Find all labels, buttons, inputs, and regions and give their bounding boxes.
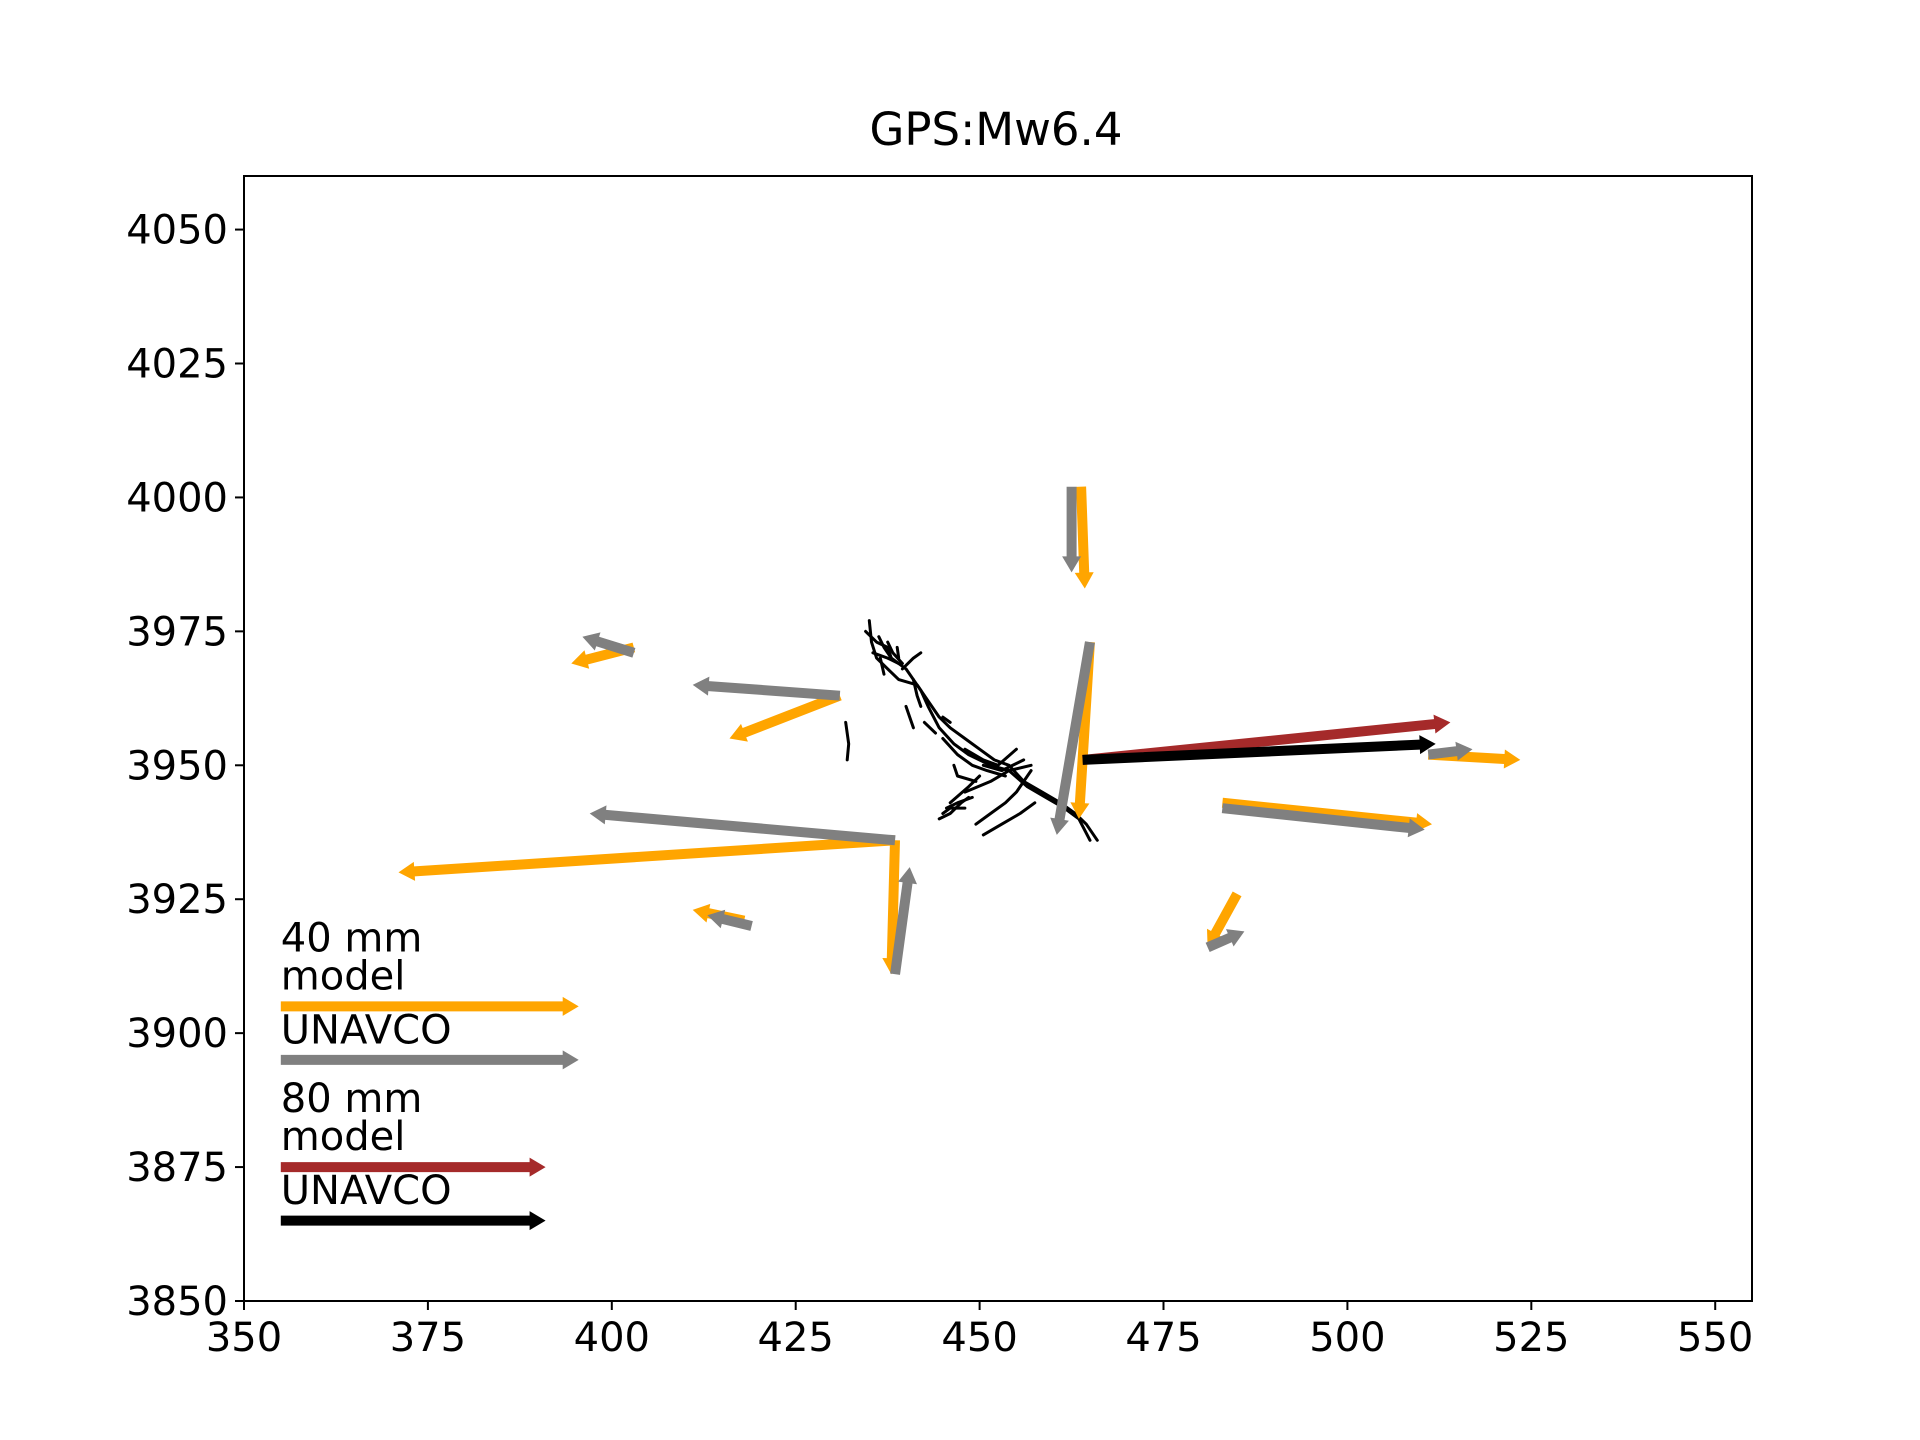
fault-trace [941,715,952,724]
fault-trace [981,801,1037,837]
unavco-arrow [582,632,636,658]
axes: 350 375 400 425 450 475 500 525 550 3850 3875 3900 3… [126,175,1753,1361]
x-tick-label: 500 [1309,1315,1385,1361]
unavco-80mm-arrow [1082,735,1436,765]
x-tick-label: 350 [206,1315,282,1361]
unavco-arrow [1062,486,1082,573]
fault-trace [904,704,915,730]
fault-trace [941,737,1007,778]
fault-trace [963,747,1018,767]
x-tick-label: 450 [941,1315,1017,1361]
x-tick-label: 375 [390,1315,466,1361]
unavco-80mm-arrow [280,1211,546,1231]
x-tick-label: 525 [1493,1315,1569,1361]
fault-trace [922,720,937,735]
unavco-arrow [707,909,753,931]
legend-entry-label: UNAVCO [281,1007,452,1053]
legend-entry-label: UNAVCO [281,1168,452,1214]
fault-trace [886,640,904,665]
y-tick-label: 4000 [126,475,228,521]
unavco-arrow [692,676,841,701]
x-tick-label: 400 [574,1315,650,1361]
y-tick-label: 3900 [126,1011,228,1057]
model-arrow [1207,891,1242,948]
x-tick-label: 475 [1125,1315,1201,1361]
unavco-arrow [1221,803,1425,838]
legend-scale-label: 40 mm [281,915,423,961]
fault-trace [895,645,901,660]
fault-trace [941,806,967,815]
x-tick-label: 425 [758,1315,834,1361]
y-tick-label: 4050 [126,208,228,254]
chart-title: GPS:Mw6.4 [870,103,1123,156]
y-tick-label: 3925 [126,877,228,923]
y-tick-label: 3950 [126,743,228,789]
fault-trace [945,795,974,810]
y-tick-label: 3875 [126,1145,228,1191]
legend-entry-label: model [281,953,406,999]
fault-trace [952,763,978,783]
model-arrow [1070,641,1095,819]
model-arrow [398,835,896,881]
fault-trace [844,720,851,762]
fault-trace [911,678,923,708]
fault-trace [900,651,923,671]
unavco-arrow [1427,741,1473,761]
fault-trace [877,635,893,660]
model-arrow [729,691,842,742]
fault-trace [981,758,1026,773]
model-arrow [280,996,579,1016]
y-tick-label: 3975 [126,609,228,655]
fault-trace [948,774,982,805]
unavco-arrow [589,805,896,846]
plot-frame [243,175,1753,1302]
series-3 [280,714,1451,1177]
plot-area [280,486,1521,1231]
unavco-arrow [1205,929,1245,952]
series-4 [280,735,1436,1231]
legend-scale-label: 80 mm [281,1076,423,1122]
model-80mm-arrow [280,1157,546,1177]
unavco-arrow [1050,641,1095,835]
series-2 [280,486,1473,1070]
unavco-arrow [890,867,917,975]
unavco-arrow [280,1050,579,1070]
x-tick-label: 550 [1677,1315,1753,1361]
fault-trace [878,656,886,676]
fault-trace [871,651,901,665]
y-tick-label: 4025 [126,342,228,388]
plot-content [844,619,1099,842]
y-tick-label: 3850 [126,1279,228,1325]
fault-trace [974,769,1033,826]
fault-trace [963,763,1033,794]
legend-entry-label: model [281,1114,406,1160]
model-arrow [1074,486,1094,589]
